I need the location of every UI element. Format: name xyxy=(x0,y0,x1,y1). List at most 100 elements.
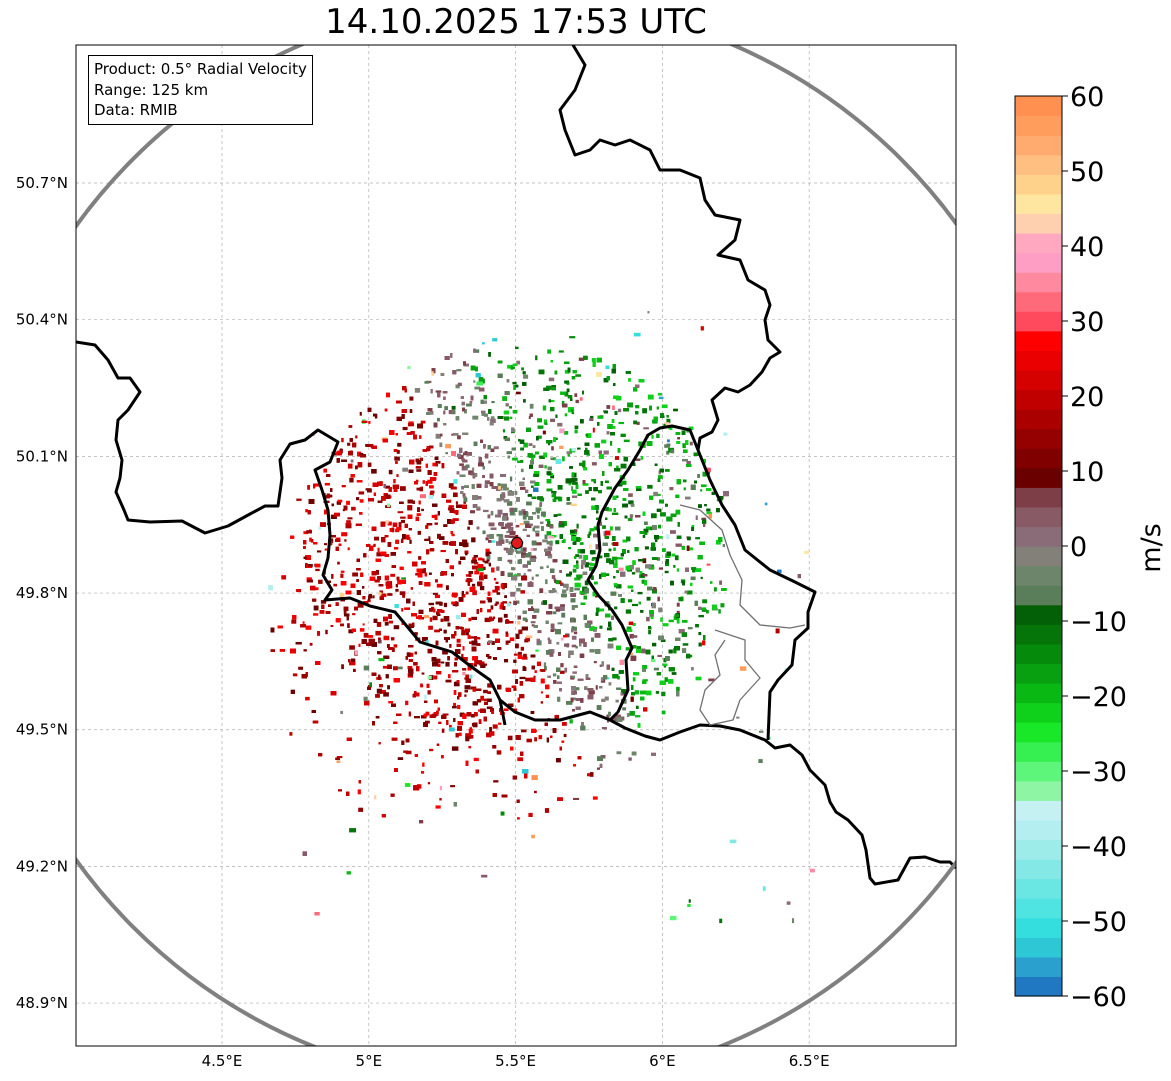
echo-pixel xyxy=(506,451,512,455)
echo-pixel xyxy=(657,392,662,396)
echo-pixel xyxy=(470,686,477,690)
echo-pixel xyxy=(718,609,721,614)
echo-pixel xyxy=(537,418,542,423)
echo-pixel xyxy=(591,462,597,466)
echo-pixel xyxy=(347,463,353,469)
echo-pixel xyxy=(371,469,377,474)
echo-pixel xyxy=(504,708,509,712)
echo-pixel xyxy=(500,494,504,499)
echo-pixel xyxy=(340,573,344,578)
echo-pixel xyxy=(610,440,613,446)
echo-pixel xyxy=(452,409,455,413)
echo-pixel xyxy=(395,583,398,588)
echo-pixel xyxy=(504,659,509,663)
echo-pixel xyxy=(542,405,547,411)
echo-pixel xyxy=(616,751,622,755)
echo-pixel xyxy=(461,486,464,490)
echo-pixel xyxy=(533,675,536,679)
echo-pixel xyxy=(539,588,544,593)
echo-pixel xyxy=(584,580,589,586)
echo-pixel xyxy=(391,647,395,652)
echo-pixel xyxy=(548,377,555,382)
echo-pixel xyxy=(333,583,337,587)
echo-pixel xyxy=(674,555,679,561)
echo-pixel xyxy=(507,559,513,563)
echo-pixel xyxy=(405,700,409,706)
echo-pixel xyxy=(601,727,607,730)
echo-pixel xyxy=(348,659,351,663)
echo-pixel xyxy=(713,587,717,592)
echo-pixel xyxy=(296,589,302,593)
echo-pixel xyxy=(646,596,651,601)
echo-pixel xyxy=(437,533,441,539)
echo-pixel xyxy=(588,487,592,492)
echo-pixel xyxy=(574,689,577,693)
echo-pixel xyxy=(330,514,337,519)
echo-pixel xyxy=(649,526,653,531)
echo-pixel xyxy=(531,624,535,627)
echo-pixel xyxy=(663,664,667,668)
echo-pixel xyxy=(635,705,639,709)
echo-pixel xyxy=(507,364,511,369)
echo-pixel xyxy=(367,599,371,603)
echo-pixel xyxy=(429,748,434,752)
echo-pixel xyxy=(481,410,486,414)
echo-pixel xyxy=(414,388,421,393)
echo-pixel xyxy=(670,449,675,454)
echo-pixel xyxy=(462,496,467,499)
echo-pixel xyxy=(397,757,404,760)
echo-pixel xyxy=(606,714,610,719)
echo-pixel xyxy=(542,430,546,435)
echo-pixel xyxy=(683,487,686,491)
echo-pixel xyxy=(428,536,431,540)
echo-pixel xyxy=(585,490,589,494)
echo-pixel xyxy=(356,497,360,501)
echo-pixel xyxy=(512,381,517,385)
echo-pixel xyxy=(465,736,470,742)
echo-pixel xyxy=(575,399,579,404)
echo-pixel xyxy=(531,576,534,581)
echo-pixel xyxy=(395,588,399,592)
echo-pixel xyxy=(455,501,458,505)
echo-pixel xyxy=(627,599,633,603)
echo-pixel xyxy=(428,602,434,606)
echo-pixel xyxy=(413,662,418,666)
echo-pixel xyxy=(425,525,429,529)
echo-pixel xyxy=(574,393,578,397)
echo-pixel xyxy=(461,465,466,471)
echo-pixel xyxy=(658,567,663,570)
echo-pixel xyxy=(464,628,470,633)
echo-pixel xyxy=(676,610,680,615)
echo-pixel xyxy=(484,617,491,623)
echo-pixel xyxy=(556,758,561,763)
echo-pixel xyxy=(289,732,293,736)
echo-pixel xyxy=(629,711,635,716)
echo-pixel xyxy=(388,701,393,704)
echo-pixel xyxy=(665,561,669,567)
echo-pixel xyxy=(487,514,491,519)
echo-pixel xyxy=(574,529,578,533)
echo-pixel xyxy=(557,422,563,427)
echo-pixel xyxy=(666,450,670,455)
echo-pixel xyxy=(409,396,414,401)
echo-pixel xyxy=(380,690,386,694)
echo-pixel xyxy=(314,483,320,487)
echo-pixel xyxy=(281,575,287,580)
echo-pixel xyxy=(416,784,422,789)
echo-pixel xyxy=(612,637,617,641)
echo-pixel xyxy=(483,698,489,702)
echo-pixel xyxy=(503,487,509,491)
echo-pixel xyxy=(383,635,390,641)
echo-pixel xyxy=(604,677,610,680)
echo-pixel xyxy=(573,564,578,568)
echo-pixel xyxy=(669,487,674,491)
echo-pixel xyxy=(617,557,624,560)
echo-pixel xyxy=(574,530,577,535)
echo-pixel xyxy=(666,418,671,424)
echo-pixel xyxy=(396,474,399,478)
echo-pixel xyxy=(509,561,513,564)
echo-pixel xyxy=(493,446,499,450)
echo-pixel xyxy=(682,643,689,646)
echo-pixel xyxy=(492,616,496,620)
echo-pixel xyxy=(516,550,519,554)
